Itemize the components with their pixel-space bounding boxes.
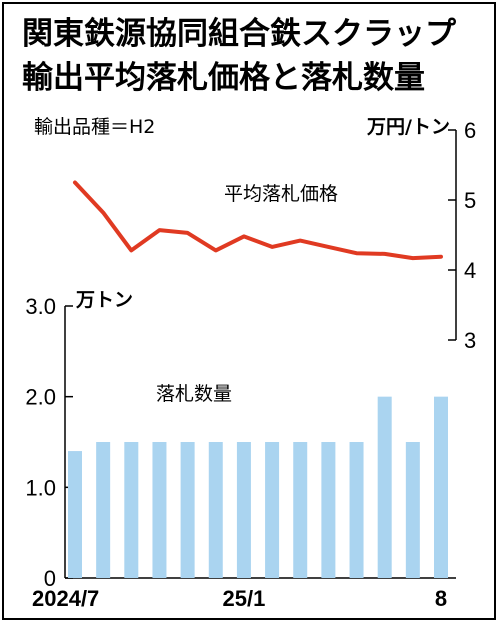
volume-bar — [377, 396, 392, 578]
volume-bar — [68, 451, 82, 578]
volume-bar — [293, 442, 308, 578]
chart-title-line1: 関東鉄源協同組合鉄スクラップ — [22, 16, 457, 52]
price-series-line — [73, 180, 443, 261]
price-tick-label: 5 — [464, 188, 476, 213]
volume-bar — [96, 442, 111, 578]
volume-series-label: 落札数量 — [156, 383, 232, 405]
volume-bar — [236, 442, 251, 578]
price-tick-label: 6 — [464, 118, 476, 143]
volume-bar — [208, 442, 223, 578]
volume-bar — [349, 442, 364, 578]
volume-bar — [321, 442, 336, 578]
volume-tick-label: 3.0 — [25, 294, 56, 319]
volume-bar — [265, 442, 280, 578]
x-tick-label: 25/1 — [223, 586, 266, 611]
volume-tick-label: 2.0 — [25, 385, 56, 410]
price-series-label: 平均落札価格 — [224, 183, 338, 205]
volume-axis-unit: 万トン — [75, 289, 133, 311]
x-tick-label: 2024/7 — [32, 586, 99, 611]
volume-bar — [152, 442, 167, 578]
chart-title-line2: 輸出平均落札価格と落札数量 — [22, 60, 425, 96]
variety-note: 輸出品種＝H2 — [34, 116, 155, 138]
x-tick-label: 8 — [435, 586, 447, 611]
volume-tick-label: 0 — [44, 566, 56, 591]
price-axis-unit: 万円/トン — [366, 116, 450, 138]
volume-bar — [124, 442, 139, 578]
volume-bar — [434, 396, 448, 578]
volume-tick-label: 1.0 — [25, 475, 56, 500]
volume-bar — [405, 442, 420, 578]
price-tick-label: 4 — [464, 258, 476, 283]
price-tick-label: 3 — [464, 328, 476, 353]
volume-bar — [180, 442, 195, 578]
